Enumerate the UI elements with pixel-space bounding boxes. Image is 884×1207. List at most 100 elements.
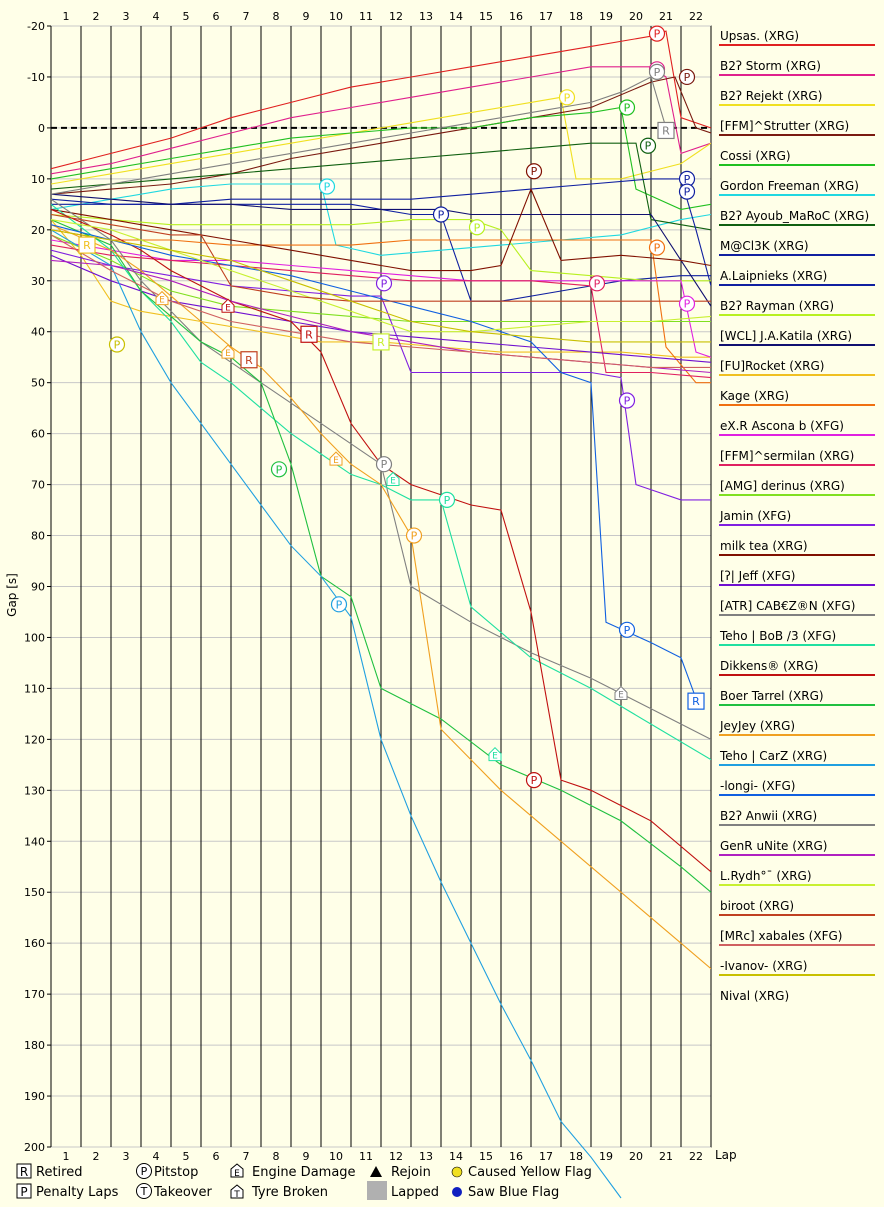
engine-damage-marker [155, 290, 169, 306]
legend: Upsas. (XRG) B2ʔ Storm (XRG) B2ʔ Rejekt (X… [719, 29, 875, 1003]
legend-engine: E Engine Damage [230, 1163, 356, 1180]
x-tick-label-top: 5 [183, 10, 190, 23]
marker-glyph: E [333, 456, 339, 466]
x-tick-label-bottom: 3 [123, 1150, 130, 1163]
x-tick-label-top: 11 [359, 10, 373, 23]
x-tick-label-bottom: 16 [509, 1150, 523, 1163]
legend-takeover: T Takeover [136, 1183, 212, 1200]
penalty-icon-glyph: P [20, 1185, 27, 1199]
x-tick-label-top: 7 [243, 10, 250, 23]
legend-takeover-label: Takeover [153, 1185, 212, 1200]
marker-glyph: E [159, 296, 165, 306]
y-tick-label: 90 [31, 581, 45, 594]
legend-entry-label: biroot (XRG) [720, 899, 794, 913]
x-tick-label-bottom: 4 [153, 1150, 160, 1163]
x-tick-label-top: 17 [539, 10, 553, 23]
y-tick-label: 160 [24, 937, 45, 950]
legend-lapped-label: Lapped [391, 1185, 439, 1200]
legend-blue: Saw Blue Flag [452, 1185, 559, 1200]
series-line [51, 239, 711, 358]
legend-entry-label: B2ʔ Anwii (XRG) [720, 809, 817, 823]
series-line [51, 183, 711, 256]
legend-entry-label: Dikkens® (XRG) [720, 659, 818, 673]
y-tick-label: 180 [24, 1039, 45, 1052]
pitstop-marker [525, 163, 543, 180]
legend-entry-label: [FU]Rocket (XRG) [720, 359, 824, 373]
legend-entry-label: B2ʔ Rejekt (XRG) [720, 89, 822, 103]
legend-pitstop-label: Pitstop [154, 1165, 198, 1180]
series-line [51, 249, 711, 501]
marker-glyph: P [684, 186, 691, 199]
x-tick-label-bottom: 22 [689, 1150, 703, 1163]
x-tick-label-bottom: 8 [273, 1150, 280, 1163]
series-line [51, 229, 622, 1199]
marker-glyph: R [83, 239, 91, 252]
legend-yellow: Caused Yellow Flag [451, 1165, 592, 1180]
legend-entry-label: L.Rydh°¯ (XRG) [720, 869, 812, 883]
penalty-icon [16, 1183, 32, 1199]
marker-glyph: P [324, 181, 331, 194]
x-tick-label-bottom: 9 [303, 1150, 310, 1163]
pitstop-marker [525, 772, 543, 789]
series-line [51, 208, 711, 873]
engine-damage-marker [614, 685, 628, 701]
pitstop-marker [468, 219, 486, 236]
y-tick-label: 60 [31, 428, 45, 441]
marker-glyph: P [531, 165, 538, 178]
marker-glyph: R [305, 328, 313, 341]
legend-entry-label: [FFM]^sermilan (XRG) [720, 449, 854, 463]
x-tick-label-top: 10 [329, 10, 343, 23]
takeover-icon [136, 1183, 152, 1199]
marker-glyph: P [624, 102, 631, 115]
marker-glyph: R [662, 124, 670, 137]
marker-glyph: R [692, 695, 700, 708]
engine-damage-marker [221, 344, 235, 359]
marker-layer: PPPPPPPPPPPRPPPPPPPEEPEERPPEEEPPPRPRRRP [78, 25, 705, 789]
engine-damage-marker [488, 746, 502, 762]
x-tick-label-top: 3 [123, 10, 130, 23]
pitstop-marker [270, 461, 288, 478]
marker-glyph: R [245, 354, 253, 367]
legend-entry-label: JeyJey (XRG) [719, 719, 795, 733]
legend-entry-label: Jamin (XFG) [719, 509, 791, 523]
marker-glyph: P [444, 494, 451, 507]
x-tick-label-bottom: 19 [599, 1150, 613, 1163]
y-tick-label: 70 [31, 479, 45, 492]
tyre-broken-icon [230, 1184, 244, 1199]
x-tick-label-bottom: 10 [329, 1150, 343, 1163]
legend-entry-label: Kage (XRG) [720, 389, 789, 403]
x-tick-label-bottom: 13 [419, 1150, 433, 1163]
series-line [51, 244, 711, 379]
marker-glyph: P [654, 66, 661, 79]
series-line [51, 187, 711, 272]
pitstop-marker [558, 89, 576, 106]
pitstop-marker [678, 295, 696, 312]
legend-retired-label: Retired [36, 1165, 82, 1180]
x-tick-label-bottom: 17 [539, 1150, 553, 1163]
series-line [51, 96, 711, 185]
y-tick-label: -10 [27, 71, 45, 84]
series-line [51, 224, 711, 970]
series-line [51, 142, 711, 231]
marker-glyph: P [114, 338, 121, 351]
pitstop-icon-glyph: P [141, 1165, 148, 1178]
pitstop-marker [618, 99, 636, 116]
x-tick-label-bottom: 18 [569, 1150, 583, 1163]
legend-entry-label: B2ʔ Storm (XRG) [720, 59, 821, 73]
legend-retired: R Retired [16, 1163, 82, 1180]
retired-marker [240, 351, 258, 369]
marker-glyph: E [390, 476, 396, 486]
pitstop-marker [108, 336, 126, 353]
retired-icon-glyph: R [20, 1165, 28, 1179]
pitstop-marker [588, 275, 606, 292]
legend-tyre: T Tyre Broken [230, 1184, 328, 1200]
y-tick-label: -20 [27, 20, 45, 33]
yellow-flag-icon [451, 1166, 463, 1178]
marker-glyph: E [618, 691, 624, 701]
retired-marker [687, 692, 705, 710]
y-tick-label: 0 [38, 122, 45, 135]
legend-lapped: Lapped [367, 1181, 439, 1200]
legend-yellow-label: Caused Yellow Flag [468, 1165, 592, 1180]
x-tick-label-top: 1 [63, 10, 70, 23]
